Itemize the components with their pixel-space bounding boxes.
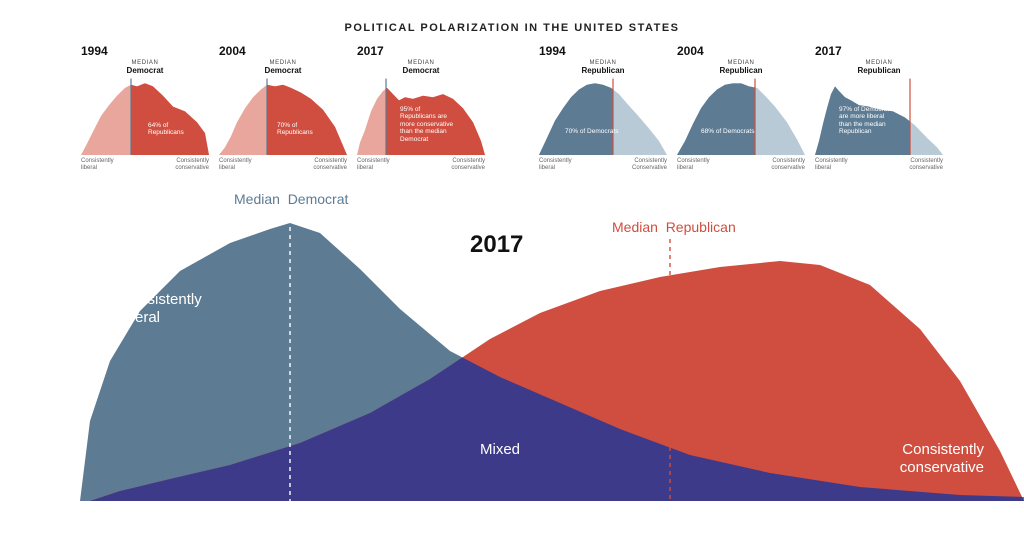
median-republican-label: Median Republican [612, 219, 736, 235]
small-panel-dem-2004: 2004 MEDIAN Democrat Consistently libera… [219, 44, 347, 171]
axis-left: Consistently liberal [357, 158, 407, 171]
axis-right: Consistently conservative [755, 158, 805, 171]
panel-annotation: 97% of Democrats are more liberal than t… [839, 106, 895, 136]
median-who: Democrat [357, 66, 485, 75]
panel-year: 2017 [815, 44, 943, 58]
median-who: Republican [815, 66, 943, 75]
median-who: Republican [677, 66, 805, 75]
page-title: POLITICAL POLARIZATION IN THE UNITED STA… [0, 0, 1024, 44]
median-who: Democrat [81, 66, 209, 75]
small-panel-dem-2017: 2017 MEDIAN Democrat Consistently libera… [357, 44, 485, 171]
axis-right: Consistently conservative [435, 158, 485, 171]
small-panel-dem-1994: 1994 MEDIAN Democrat Consistently libera… [81, 44, 209, 171]
small-multiples-row: 1994 MEDIAN Democrat Consistently libera… [0, 44, 1024, 171]
panel-annotation: 70% of Republicans [277, 122, 333, 137]
panel-annotation: 68% of Democrats [701, 128, 754, 135]
main-chart: Median Democrat Median Republican 2017 C… [0, 191, 1024, 501]
panel-year: 1994 [539, 44, 667, 58]
median-democrat-label: Median Democrat [234, 191, 348, 207]
axis-left: Consistently liberal [539, 158, 589, 171]
consistently-conservative-label: Consistently conservative [864, 441, 984, 477]
median-who: Republican [539, 66, 667, 75]
axis-right: Consistently Conservative [617, 158, 667, 171]
panel-year: 2004 [677, 44, 805, 58]
axis-right: Consistently conservative [159, 158, 209, 171]
panel-annotation: 64% of Republicans [148, 122, 204, 137]
axis-left: Consistently liberal [81, 158, 131, 171]
small-panel-rep-1994: 1994 MEDIAN Republican Consistently libe… [539, 44, 667, 171]
panel-year: 1994 [81, 44, 209, 58]
axis-left: Consistently liberal [677, 158, 727, 171]
panel-annotation: 70% of Democrats [565, 128, 618, 135]
axis-left: Consistently liberal [219, 158, 269, 171]
axis-left: Consistently liberal [815, 158, 865, 171]
panel-annotation: 95% of Republicans are more conservative… [400, 106, 456, 143]
small-panel-rep-2017: 2017 MEDIAN Republican Consistently libe… [815, 44, 943, 171]
panel-year: 2017 [357, 44, 485, 58]
panel-year: 2004 [219, 44, 347, 58]
axis-right: Consistently conservative [893, 158, 943, 171]
big-year-label: 2017 [470, 231, 523, 259]
axis-right: Consistently conservative [297, 158, 347, 171]
small-panel-rep-2004: 2004 MEDIAN Republican Consistently libe… [677, 44, 805, 171]
mixed-label: Mixed [480, 441, 520, 459]
consistently-liberal-label: Consistently liberal [120, 291, 230, 327]
median-who: Democrat [219, 66, 347, 75]
